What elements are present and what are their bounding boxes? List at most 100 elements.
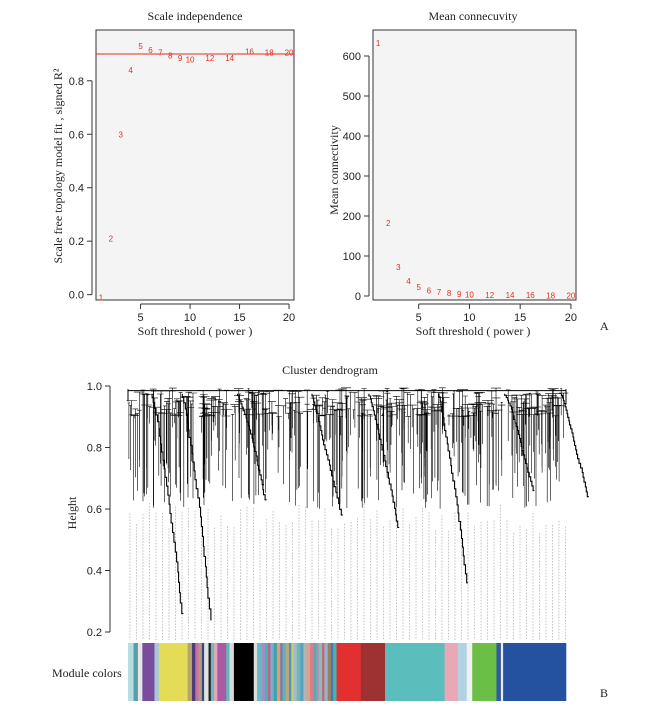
y-axis-label: Scale free topology model fit , signed R…	[51, 68, 65, 263]
dendrogram-drop	[438, 393, 468, 584]
y-tick-label: 200	[343, 211, 361, 223]
module-color-band	[273, 643, 278, 701]
module-color-band	[264, 643, 269, 701]
data-point-label: 8	[447, 289, 452, 298]
x-tick-label: 15	[514, 312, 526, 324]
leaf-guide-lines	[129, 503, 566, 640]
module-color-band	[261, 643, 266, 701]
module-color-band	[300, 643, 304, 701]
dendrogram-drop	[504, 393, 535, 492]
chart-title: Mean connecuvity	[429, 9, 518, 23]
data-point-label: 9	[178, 54, 183, 63]
y-tick-label: 600	[343, 51, 361, 63]
module-color-band	[331, 643, 334, 701]
module-color-band	[291, 643, 294, 701]
module-color-band	[280, 643, 283, 701]
module-color-band	[303, 643, 308, 701]
y-tick-label: 0.4	[69, 183, 84, 195]
data-point-label: 6	[148, 46, 153, 55]
data-point-label: 20	[566, 292, 575, 301]
y-tick-label: 1.0	[87, 381, 102, 393]
dendrogram-branches	[126, 387, 569, 509]
module-colors-label: Module colors	[52, 666, 122, 680]
dendrogram-drop	[368, 393, 400, 529]
y-tick-label: 0.0	[69, 290, 84, 302]
module-color-band	[137, 643, 143, 701]
module-color-band	[503, 643, 567, 701]
data-point-label: 7	[437, 288, 442, 297]
module-color-band	[282, 643, 287, 701]
module-color-band	[289, 643, 292, 701]
data-point-label: 16	[245, 47, 254, 56]
x-tick-label: 10	[184, 312, 196, 324]
module-color-band	[198, 643, 203, 701]
y-axis-label: Mean connectivity	[327, 125, 341, 215]
dendrogram-drop	[236, 393, 267, 501]
data-point-label: 6	[427, 286, 432, 295]
module-color-band	[333, 643, 337, 701]
y-axis-label: Height	[65, 496, 79, 529]
data-point-label: 8	[168, 51, 173, 60]
dendrogram-drop	[151, 393, 184, 615]
module-color-band	[316, 643, 320, 701]
y-tick-label: 0.2	[69, 236, 84, 248]
module-color-band	[195, 643, 199, 701]
dendrogram-drop	[311, 393, 343, 516]
chart-title: Scale independence	[148, 9, 243, 23]
scale-independence-chart: Scale independence Soft threshold ( powe…	[51, 9, 295, 338]
y-tick-label: 0.2	[87, 627, 102, 639]
module-color-band	[310, 643, 314, 701]
module-color-band	[313, 643, 317, 701]
y-tick-label: 0.6	[87, 504, 102, 516]
module-color-band	[142, 643, 155, 701]
module-color-band	[270, 643, 274, 701]
module-color-band	[201, 643, 205, 701]
x-tick-label: 10	[463, 312, 475, 324]
module-color-band	[253, 643, 258, 701]
module-color-band	[187, 643, 193, 701]
y-tick-label: 500	[343, 91, 361, 103]
y-tick-label: 0.8	[69, 76, 84, 88]
module-color-band	[229, 643, 235, 701]
module-color-band	[318, 643, 323, 701]
module-color-band	[217, 643, 227, 701]
data-point-label: 18	[265, 49, 274, 58]
module-color-band	[128, 643, 134, 701]
y-tick-label: 400	[343, 131, 361, 143]
data-point-label: 3	[119, 130, 124, 139]
data-point-label: 12	[205, 54, 214, 63]
y-tick-label: 100	[343, 251, 361, 263]
data-point-label: 7	[158, 49, 163, 58]
x-tick-label: 5	[416, 312, 422, 324]
module-color-band	[324, 643, 328, 701]
module-color-band	[133, 643, 139, 701]
plot-area-mean-connectivity	[372, 29, 577, 301]
chart-title: Cluster dendrogram	[282, 363, 378, 377]
module-color-band	[268, 643, 271, 701]
module-color-band	[257, 643, 262, 701]
module-color-band	[444, 643, 459, 701]
module-color-band	[208, 643, 212, 701]
module-color-band	[306, 643, 311, 701]
module-color-band	[500, 643, 504, 701]
module-color-band	[204, 643, 209, 701]
module-color-band	[233, 643, 255, 701]
x-tick-label: 15	[233, 312, 245, 324]
data-point-label: 4	[128, 66, 133, 75]
module-color-band	[285, 643, 290, 701]
module-color-band	[276, 643, 281, 701]
x-tick-label: 5	[137, 312, 143, 324]
y-tick-label: 0.6	[69, 129, 84, 141]
module-color-band	[327, 643, 332, 701]
module-color-band	[496, 643, 502, 701]
data-point-label: 12	[485, 291, 494, 300]
data-point-label: 5	[138, 42, 143, 51]
module-color-band	[336, 643, 362, 701]
data-point-label: 18	[546, 292, 555, 301]
module-color-band	[293, 643, 298, 701]
module-color-band	[214, 643, 218, 701]
y-tick-label: 0	[355, 291, 361, 303]
y-tick-label: 300	[343, 171, 361, 183]
data-point-label: 16	[526, 291, 535, 300]
